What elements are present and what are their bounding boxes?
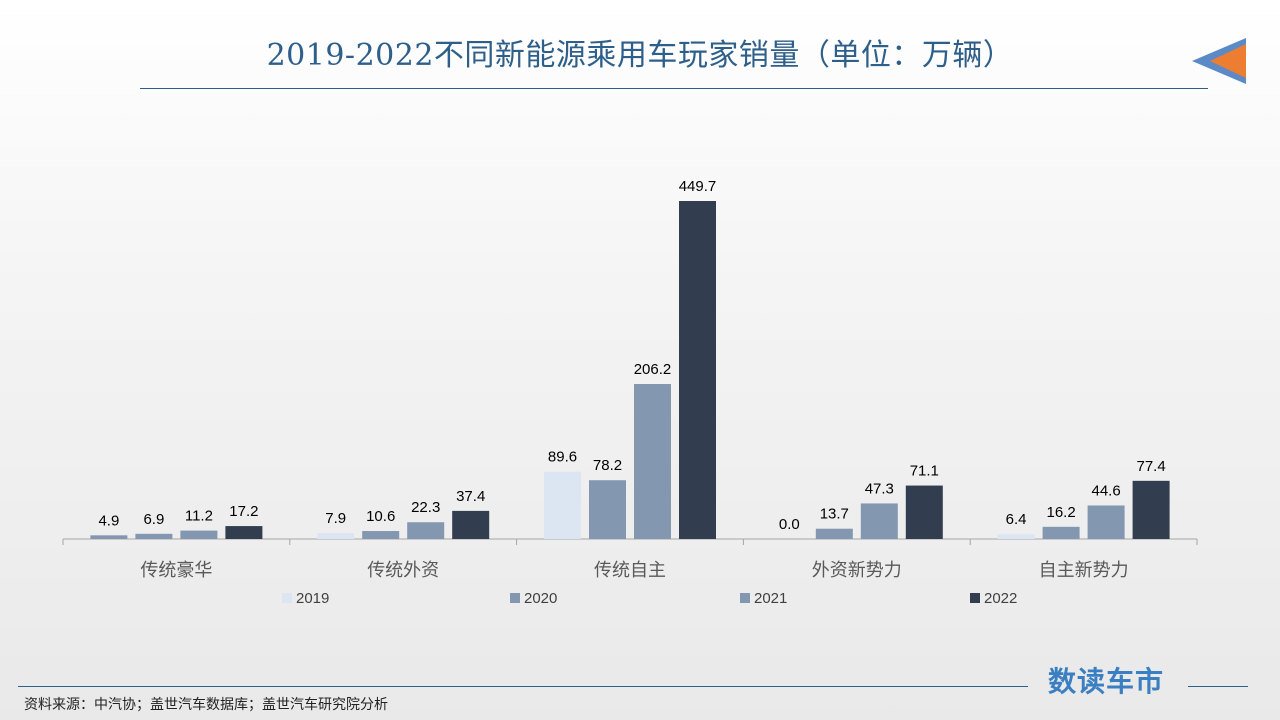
bar xyxy=(180,530,218,539)
bar xyxy=(135,533,173,539)
x-tick-label: 自主新势力 xyxy=(1039,560,1129,581)
legend-swatch xyxy=(740,593,750,603)
back-arrow-icon[interactable] xyxy=(1190,36,1246,86)
legend-swatch xyxy=(510,593,520,603)
x-tick-label: 传统豪华 xyxy=(140,560,212,581)
bar-chart: 传统豪华 4.9 6.9 11.2 17.2 传统外资 7.9 10.6 22.3 37.4 传统自… xyxy=(62,178,1198,607)
bar xyxy=(317,533,355,539)
page-title: 2019-2022不同新能源乘用车玩家销量（单位：万辆） xyxy=(266,38,1014,73)
bar xyxy=(860,503,898,539)
legend-label: 2022 xyxy=(984,590,1017,607)
data-label: 89.6 xyxy=(548,449,577,466)
bar xyxy=(589,480,626,539)
x-tick-label: 传统外资 xyxy=(367,560,439,581)
data-label: 78.2 xyxy=(593,457,622,474)
data-label: 71.1 xyxy=(910,463,939,480)
data-label: 6.4 xyxy=(1006,511,1027,528)
data-label: 10.6 xyxy=(366,508,395,525)
bar xyxy=(544,471,581,539)
data-label: 13.7 xyxy=(820,506,849,523)
bar xyxy=(1087,505,1125,539)
data-label: 7.9 xyxy=(325,510,346,527)
data-label: 77.4 xyxy=(1136,458,1165,475)
bar xyxy=(362,531,400,539)
footer-divider-right xyxy=(1188,686,1248,687)
bar xyxy=(1132,480,1170,539)
bar xyxy=(1042,526,1080,539)
source-note: 资料来源：中汽协；盖世汽车数据库；盖世汽车研究院分析 xyxy=(24,697,388,713)
bar xyxy=(905,485,943,539)
x-tick-label: 外资新势力 xyxy=(812,560,902,581)
brand-logo: 数读车市 xyxy=(1048,665,1165,698)
legend-label: 2021 xyxy=(754,590,787,607)
x-tick-label: 传统自主 xyxy=(594,560,666,581)
data-label: 11.2 xyxy=(185,508,213,525)
data-label: 206.2 xyxy=(634,361,672,378)
data-label: 17.2 xyxy=(229,503,258,520)
bar xyxy=(225,526,263,539)
bar xyxy=(407,522,445,539)
footer-divider-left xyxy=(18,686,1028,687)
legend-label: 2019 xyxy=(296,590,329,607)
bar xyxy=(634,384,671,539)
title-divider xyxy=(140,88,1208,89)
data-label: 6.9 xyxy=(143,511,164,528)
data-label: 44.6 xyxy=(1091,482,1120,499)
legend-swatch xyxy=(970,593,980,603)
legend-swatch xyxy=(282,593,292,603)
data-label: 16.2 xyxy=(1046,504,1075,521)
bar xyxy=(997,534,1035,539)
data-label: 47.3 xyxy=(865,480,894,497)
data-label: 37.4 xyxy=(456,488,485,505)
bar xyxy=(452,510,490,539)
bar xyxy=(679,201,716,539)
data-label: 449.7 xyxy=(679,178,717,195)
bar xyxy=(90,535,128,539)
bar xyxy=(815,528,853,539)
legend-label: 2020 xyxy=(524,590,557,607)
data-label: 4.9 xyxy=(98,512,119,529)
data-label: 22.3 xyxy=(411,499,440,516)
data-label: 0.0 xyxy=(779,516,800,533)
